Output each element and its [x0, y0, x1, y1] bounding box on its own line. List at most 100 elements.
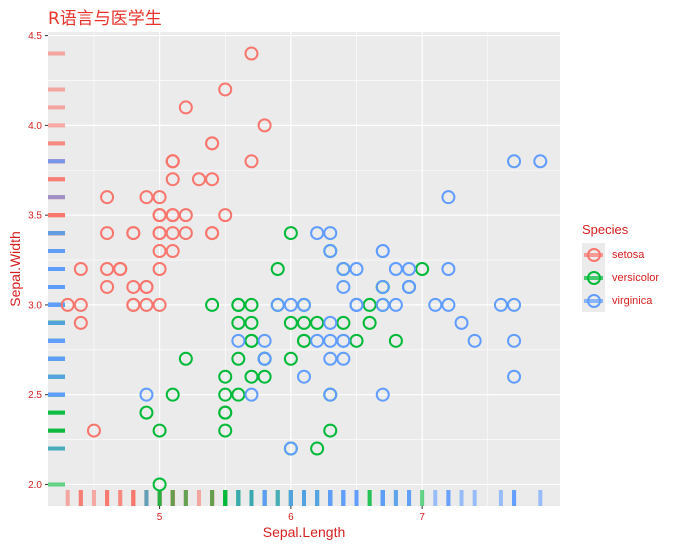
point-versicolor [323, 423, 338, 438]
point-virginica [297, 369, 311, 384]
point-virginica [283, 441, 298, 456]
point-versicolor [283, 226, 298, 241]
point-versicolor [218, 423, 233, 438]
point-virginica [428, 297, 443, 312]
point-virginica [297, 297, 311, 312]
point-setosa [178, 208, 193, 223]
point-setosa [60, 297, 75, 312]
point-virginica [375, 297, 390, 312]
point-setosa [100, 190, 115, 205]
point-virginica [323, 387, 338, 402]
point-versicolor [362, 297, 377, 312]
point-virginica [336, 262, 351, 276]
point-versicolor [152, 477, 167, 492]
point-setosa [152, 297, 167, 312]
point-virginica [270, 297, 285, 312]
legend-label-setosa: setosa [612, 248, 645, 261]
point-virginica [441, 190, 456, 205]
point-virginica [388, 262, 403, 276]
point-virginica [533, 154, 548, 169]
point-virginica [375, 244, 390, 259]
point-virginica [336, 333, 351, 348]
point-setosa [191, 172, 206, 187]
point-virginica [375, 279, 390, 294]
point-versicolor [218, 369, 233, 384]
point-virginica [493, 297, 508, 312]
point-versicolor [297, 315, 311, 330]
point-setosa [165, 172, 180, 187]
point-versicolor [218, 387, 233, 402]
point-setosa [152, 190, 167, 205]
point-virginica [244, 387, 259, 402]
point-virginica [507, 333, 522, 348]
point-setosa [100, 279, 115, 294]
y-axis-title: Sepal.Width [7, 231, 23, 306]
point-virginica [349, 297, 364, 312]
point-virginica [257, 333, 272, 348]
point-setosa [205, 172, 220, 187]
point-versicolor [270, 262, 285, 276]
point-virginica [231, 333, 246, 348]
legend: Species setosa versicolor virginica [582, 222, 659, 312]
point-setosa [100, 226, 115, 241]
point-versicolor [349, 333, 364, 348]
point-versicolor [139, 405, 154, 420]
point-setosa [139, 297, 154, 312]
point-virginica [139, 387, 154, 402]
point-virginica [441, 297, 456, 312]
point-virginica [323, 226, 338, 241]
point-setosa [178, 100, 193, 115]
point-versicolor [310, 441, 325, 456]
point-setosa [178, 226, 193, 241]
point-setosa [73, 297, 88, 312]
point-versicolor [231, 387, 246, 402]
chart-title: R语言与医学生 [48, 9, 162, 29]
point-versicolor [244, 369, 259, 384]
point-setosa [244, 154, 259, 169]
point-virginica [310, 333, 325, 348]
point-setosa [218, 82, 233, 97]
point-versicolor [297, 333, 311, 348]
y-tick-label: 4.0 [28, 121, 42, 132]
point-virginica [454, 315, 469, 330]
point-virginica [336, 279, 351, 294]
point-virginica [323, 315, 338, 330]
point-versicolor [205, 297, 220, 312]
x-axis-title: Sepal.Length [263, 524, 346, 540]
legend-item-versicolor: versicolor [582, 266, 659, 289]
point-versicolor [231, 297, 246, 312]
point-setosa [139, 190, 154, 205]
point-setosa [126, 226, 141, 241]
point-setosa [73, 262, 88, 276]
point-virginica [323, 351, 338, 366]
point-virginica [375, 387, 390, 402]
point-setosa [205, 136, 220, 151]
point-setosa [126, 297, 141, 312]
point-versicolor [165, 387, 180, 402]
legend-label-versicolor: versicolor [612, 271, 660, 284]
point-virginica [336, 351, 351, 366]
point-virginica [467, 333, 482, 348]
point-setosa [165, 154, 180, 169]
point-versicolor [218, 405, 233, 420]
point-versicolor [310, 315, 325, 330]
point-versicolor [244, 333, 259, 348]
y-tick-label: 4.5 [28, 31, 42, 42]
point-setosa [244, 46, 259, 61]
point-versicolor [152, 423, 167, 438]
point-virginica [441, 262, 456, 276]
point-setosa [205, 226, 220, 241]
legend-item-setosa: setosa [582, 243, 659, 266]
point-virginica [323, 333, 338, 348]
point-setosa [165, 208, 180, 223]
legend-label-virginica: virginica [612, 294, 653, 307]
point-versicolor [231, 351, 246, 366]
point-setosa [139, 279, 154, 294]
y-tick-label: 2.0 [28, 480, 42, 491]
x-tick-label: 6 [288, 512, 294, 523]
legend-item-virginica: virginica [582, 289, 659, 312]
point-versicolor [257, 369, 272, 384]
point-virginica [507, 154, 522, 169]
y-tick-label: 3.5 [28, 211, 42, 222]
point-setosa [113, 262, 128, 276]
